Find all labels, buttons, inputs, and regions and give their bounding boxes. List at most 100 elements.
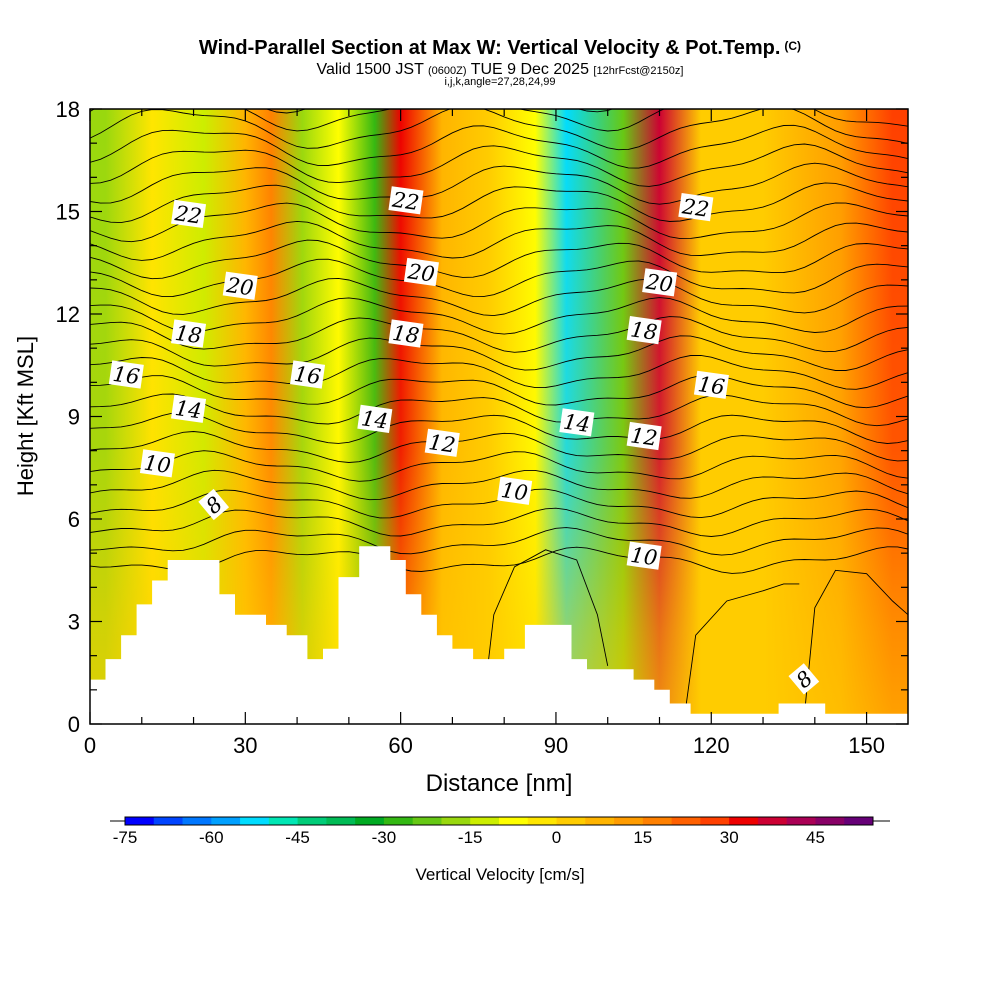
colorbar-swatch	[383, 817, 414, 825]
contour-label-text: 18	[629, 317, 659, 344]
colorbar-tick-label: -15	[458, 828, 483, 847]
contour-label: 20	[403, 257, 439, 287]
contour-label-text: 18	[391, 321, 421, 348]
contour-label-text: 18	[173, 321, 203, 348]
y-tick-label: 18	[56, 97, 80, 122]
y-tick-label: 6	[68, 507, 80, 532]
x-tick-label: 30	[233, 733, 257, 758]
y-tick-label: 3	[68, 610, 80, 635]
colorbar-swatch	[297, 817, 327, 825]
colorbar-swatch	[815, 817, 845, 825]
contour-label: 22	[678, 192, 714, 222]
colorbar-swatch	[499, 817, 529, 825]
contour-label: 20	[222, 271, 258, 301]
x-tick-label: 120	[693, 733, 730, 758]
x-tick-label: 0	[84, 733, 96, 758]
colorbar-swatch	[355, 817, 385, 825]
contour-label: 10	[626, 541, 662, 570]
y-tick-label: 15	[56, 200, 80, 225]
colorbar-swatch	[211, 817, 241, 825]
contour-label: 18	[626, 315, 662, 345]
contour-label: 16	[290, 360, 326, 389]
contour-label-text: 20	[224, 273, 255, 301]
contour-label-text: 10	[500, 478, 530, 505]
colorbar-swatch	[412, 817, 442, 825]
colorbar-label: Vertical Velocity [cm/s]	[415, 865, 584, 884]
grid-indices: i,j,k,angle=27,28,24,99	[444, 76, 556, 88]
contour-label: 12	[424, 428, 460, 458]
valid-time-line: Valid 1500 JST (0600Z) TUE 9 Dec 2025 [1…	[316, 61, 684, 78]
contour-label: 16	[693, 370, 729, 400]
colorbar-swatch	[642, 817, 673, 825]
colorbar-tick-label: -75	[113, 828, 138, 847]
colorbar-tick-label: 0	[552, 828, 561, 847]
x-tick-label: 90	[544, 733, 568, 758]
colorbar-swatch	[182, 817, 212, 825]
y-tick-label: 12	[56, 302, 80, 327]
colorbar-swatch	[786, 817, 816, 825]
contour-label: 14	[357, 404, 393, 434]
contour-label: 10	[139, 449, 175, 478]
contour-label-text: 10	[142, 451, 172, 478]
colorbar-swatch	[125, 817, 155, 825]
contour-label-text: 14	[562, 410, 592, 437]
colorbar-swatch	[757, 817, 788, 825]
colorbar: -75 -60 -45 -30 -15 0 15 30 45	[110, 816, 890, 847]
contour-label: 12	[626, 421, 662, 451]
colorbar-tick-label: 30	[720, 828, 739, 847]
potential-temperature-contours	[90, 109, 908, 714]
contour-label-text: 22	[680, 194, 711, 222]
copyright-mark: (C)	[784, 39, 802, 53]
colorbar-swatch	[700, 817, 730, 825]
chart-title: Wind-Parallel Section at Max W: Vertical…	[198, 37, 802, 59]
contour-label-text: 14	[360, 406, 390, 433]
contour-label-text: 16	[111, 362, 141, 389]
colorbar-swatch	[326, 817, 356, 825]
colorbar-swatch	[527, 817, 558, 825]
colorbar-swatch	[470, 817, 500, 825]
contour-label-text: 20	[405, 259, 436, 287]
colorbar-swatch	[556, 817, 586, 825]
contour-label: 18	[171, 319, 207, 348]
contour-label: 22	[171, 199, 207, 229]
x-tick-label: 60	[388, 733, 412, 758]
colorbar-swatch	[844, 817, 874, 825]
utc-time: (0600Z)	[428, 65, 467, 77]
colorbar-tick-label: -30	[372, 828, 397, 847]
terrain-mask	[90, 546, 908, 724]
contour-label: 18	[388, 319, 424, 348]
colorbar-swatch	[585, 817, 615, 825]
colorbar-swatch	[441, 817, 471, 825]
colorbar-swatch	[240, 817, 270, 825]
contour-label-text: 16	[292, 362, 322, 389]
contour-label: 22	[388, 186, 424, 215]
colorbar-swatch	[268, 817, 299, 825]
contour-label-text: 12	[427, 430, 457, 457]
x-tick-label: 150	[848, 733, 885, 758]
x-axis-label: Distance [nm]	[426, 770, 573, 797]
contour-label-text: 14	[173, 396, 203, 423]
contour-label-text: 22	[390, 187, 421, 215]
colorbar-tick-label: 15	[633, 828, 652, 847]
contour-label: 14	[171, 394, 207, 423]
contour-label-text: 22	[173, 201, 204, 229]
contour-label: 16	[108, 360, 144, 389]
contour-label-text: 12	[629, 423, 659, 450]
contour-label-text: 20	[644, 269, 675, 297]
colorbar-swatch	[671, 817, 701, 825]
y-tick-label: 0	[68, 712, 80, 737]
colorbar-tick-label: 45	[806, 828, 825, 847]
contour-label: 20	[642, 268, 678, 297]
y-axis-label: Height [Kft MSL]	[13, 336, 38, 496]
colorbar-swatch	[153, 817, 184, 825]
contour-label-text: 16	[696, 372, 726, 399]
colorbar-tick-label: -60	[199, 828, 224, 847]
colorbar-swatch	[729, 817, 759, 825]
forecast-info: [12hrFcst@2150z]	[593, 65, 684, 77]
contour-label-text: 10	[629, 543, 659, 570]
contour-label: 14	[559, 408, 595, 437]
colorbar-swatch	[614, 817, 644, 825]
contour-label: 10	[497, 476, 533, 505]
colorbar-tick-label: -45	[285, 828, 310, 847]
